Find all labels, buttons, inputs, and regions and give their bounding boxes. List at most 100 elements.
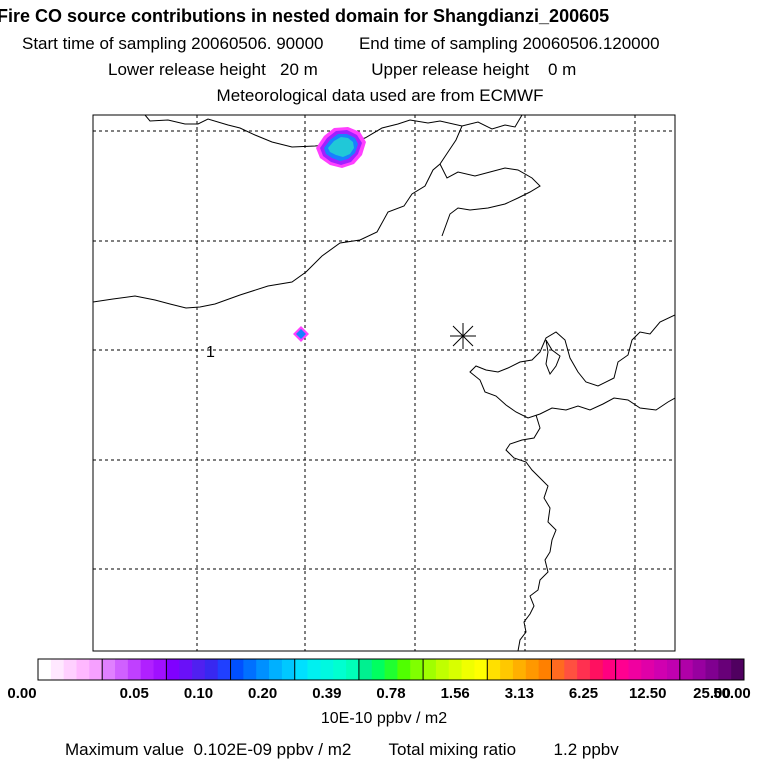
colorbar-swatch xyxy=(731,659,745,680)
colorbar-swatch xyxy=(512,659,527,680)
colorbar-swatch xyxy=(718,659,732,680)
colorbar-tick-label: 3.13 xyxy=(504,685,534,702)
coast-islet xyxy=(545,339,561,376)
total-mixing-label: Total mixing ratio xyxy=(388,740,517,759)
colorbar-swatch xyxy=(397,659,411,680)
colorbar-swatch xyxy=(179,659,193,680)
colorbar-swatch xyxy=(89,659,103,680)
colorbar-swatch xyxy=(230,659,244,680)
concentration-blob-small xyxy=(293,326,309,342)
coast-east xyxy=(469,314,675,419)
colorbar-swatch xyxy=(76,659,90,680)
colorbar-swatch xyxy=(115,659,129,680)
colorbar-swatch xyxy=(641,659,655,680)
colorbar-swatch xyxy=(153,659,167,680)
colorbar-swatch xyxy=(320,659,334,680)
colorbar-swatch xyxy=(551,659,565,680)
colorbar-swatch xyxy=(628,659,642,680)
colorbar-swatch xyxy=(371,659,385,680)
colorbar-swatch xyxy=(256,659,270,680)
border-east-hook xyxy=(439,163,541,237)
colorbar-swatch xyxy=(679,659,694,680)
colorbar-swatch xyxy=(102,659,116,680)
colorbar-swatch xyxy=(564,659,578,680)
colorbar-frame xyxy=(37,658,745,681)
max-value-label: Maximum value xyxy=(65,740,185,759)
colorbar-tick-label: 0.05 xyxy=(119,685,149,702)
colorbar-tick-label: 12.50 xyxy=(628,685,667,702)
colorbar-tick-label: 0.39 xyxy=(312,685,342,702)
colorbar-swatch xyxy=(705,659,719,680)
coast-southeast xyxy=(505,414,557,651)
grid-lines xyxy=(93,115,675,651)
colorbar-swatch xyxy=(525,659,540,680)
colorbar-swatch xyxy=(474,659,488,680)
colorbar-swatch xyxy=(410,659,424,680)
colorbar-swatch xyxy=(577,659,591,680)
colorbar-swatch xyxy=(63,659,77,680)
coastlines xyxy=(93,115,675,651)
map-plot-area: 1 xyxy=(93,115,675,651)
lower-height-value: 20 m xyxy=(280,60,318,79)
colorbar-swatch xyxy=(50,659,65,680)
colorbar-tick-label: 0.00 xyxy=(7,685,37,702)
site-marker-label: 1 xyxy=(206,344,215,361)
colorbar-swatch xyxy=(666,659,681,680)
colorbar-swatch xyxy=(166,659,180,680)
colorbar-swatch xyxy=(333,659,347,680)
colorbar-tick-label: 0.20 xyxy=(248,685,278,702)
met-data-note: Meteorological data used are from ECMWF xyxy=(216,86,544,105)
concentration-blob-north xyxy=(316,127,366,168)
colorbar-tick-label: 6.25 xyxy=(568,685,599,702)
colorbar-swatch xyxy=(217,659,231,680)
colorbar-swatch xyxy=(269,659,283,680)
colorbar-swatch xyxy=(204,659,219,680)
colorbar-swatch xyxy=(435,659,450,680)
upper-height-value: 0 m xyxy=(548,60,577,79)
colorbar-units: 10E-10 ppbv / m2 xyxy=(320,710,448,727)
plot-frame xyxy=(92,114,676,652)
colorbar-swatch xyxy=(294,659,308,680)
colorbar-swatch xyxy=(654,659,668,680)
receptor-star-icon xyxy=(450,323,476,349)
colorbar-swatch xyxy=(127,659,142,680)
colorbar-swatch xyxy=(487,659,501,680)
colorbar-swatch xyxy=(243,659,257,680)
sampling-times: Start time of sampling 20060506. 90000 E… xyxy=(22,34,660,54)
colorbar-swatch xyxy=(589,659,604,680)
colorbar-swatch xyxy=(448,659,462,680)
colorbar-swatch xyxy=(346,659,360,680)
colorbar-tick-label: 0.78 xyxy=(376,685,406,702)
release-heights: Lower release height 20 m Upper release … xyxy=(108,60,576,80)
colorbar-swatch xyxy=(140,659,154,680)
colorbar-tick-label: 1.56 xyxy=(440,685,470,702)
colorbar-swatch xyxy=(461,659,475,680)
colorbar-swatch xyxy=(384,659,398,680)
colorbar-swatch xyxy=(307,659,321,680)
end-time-value: 20060506.120000 xyxy=(522,34,660,53)
colorbar-swatch xyxy=(423,659,437,680)
blob-small-core xyxy=(296,329,306,339)
colorbar-tick-label: 50.00 xyxy=(713,685,751,702)
colorbar-swatch xyxy=(358,659,373,680)
colorbar-swatch xyxy=(192,659,206,680)
colorbar-swatch xyxy=(38,659,52,680)
border-east-north xyxy=(93,125,463,309)
colorbar-swatch xyxy=(500,659,514,680)
summary-footer: Maximum value 0.102E-09 ppbv / m2 Total … xyxy=(65,740,619,760)
upper-height-label: Upper release height xyxy=(371,60,530,79)
start-time-label: Start time of sampling xyxy=(22,34,187,53)
star-ray xyxy=(452,325,474,347)
colorbar-tick-label: 0.10 xyxy=(183,685,214,702)
max-value: 0.102E-09 ppbv / m2 xyxy=(193,740,352,759)
colorbar-swatch xyxy=(281,659,296,680)
start-time-value: 20060506. 90000 xyxy=(191,34,324,53)
colorbar-swatch xyxy=(602,659,617,680)
colorbar-swatch xyxy=(538,659,552,680)
colorbar-tick-label: 25.00 xyxy=(693,685,731,702)
end-time-label: End time of sampling xyxy=(358,34,518,53)
colorbar-swatch xyxy=(692,659,706,680)
total-mixing-value: 1.2 ppbv xyxy=(553,740,619,759)
colorbar xyxy=(38,659,745,680)
